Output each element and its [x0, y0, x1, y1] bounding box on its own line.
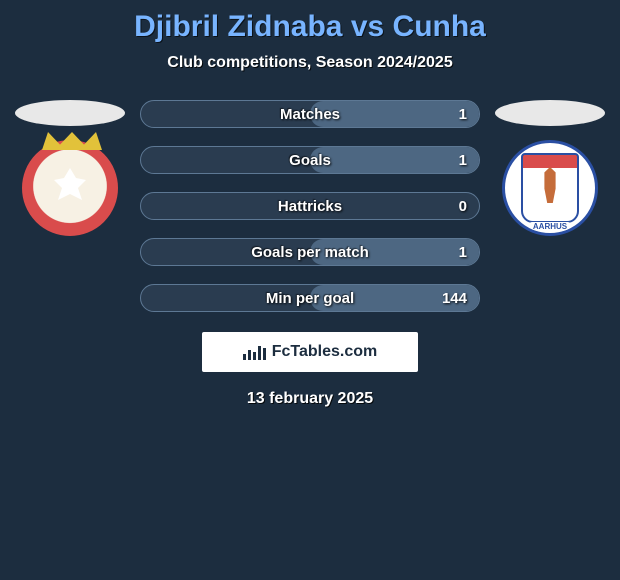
stat-label: Hattricks: [278, 198, 342, 215]
icon-bar: [243, 354, 246, 360]
right-club-crest: AARHUS: [502, 140, 598, 236]
eagle-icon: [50, 168, 90, 208]
stat-value-right: 1: [459, 152, 467, 169]
stat-row-min-per-goal: Min per goal 144: [140, 284, 480, 312]
stat-value-right: 1: [459, 244, 467, 261]
footer-date: 13 february 2025: [247, 390, 373, 408]
left-club-crest: [22, 140, 118, 236]
bar-chart-icon: [243, 344, 266, 360]
icon-bar: [263, 348, 266, 360]
stat-label: Goals per match: [251, 244, 369, 261]
shield-icon: [521, 153, 579, 223]
left-player-column: [10, 100, 130, 236]
page-title: Djibril Zidnaba vs Cunha: [134, 10, 486, 44]
stat-value-right: 1: [459, 106, 467, 123]
icon-bar: [253, 352, 256, 360]
stat-fill-right: [310, 147, 479, 173]
comparison-card: Djibril Zidnaba vs Cunha Club competitio…: [0, 0, 620, 408]
stat-label: Matches: [280, 106, 340, 123]
right-player-column: AARHUS: [490, 100, 610, 236]
crest-ribbon-text: AARHUS: [529, 222, 571, 231]
stat-value-right: 0: [459, 198, 467, 215]
left-player-photo-placeholder: [15, 100, 125, 126]
page-subtitle: Club competitions, Season 2024/2025: [167, 54, 452, 72]
branding-link[interactable]: FcTables.com: [202, 332, 418, 372]
content-row: Matches 1 Goals 1 Hattricks 0: [0, 100, 620, 312]
stat-row-matches: Matches 1: [140, 100, 480, 128]
stats-bars: Matches 1 Goals 1 Hattricks 0: [140, 100, 480, 312]
right-player-photo-placeholder: [495, 100, 605, 126]
stat-row-goals-per-match: Goals per match 1: [140, 238, 480, 266]
stat-row-goals: Goals 1: [140, 146, 480, 174]
stat-label: Min per goal: [266, 290, 354, 307]
icon-bar: [248, 350, 251, 360]
stat-row-hattricks: Hattricks 0: [140, 192, 480, 220]
stat-label: Goals: [289, 152, 331, 169]
stat-value-right: 144: [442, 290, 467, 307]
icon-bar: [258, 346, 261, 360]
branding-text: FcTables.com: [272, 343, 378, 361]
